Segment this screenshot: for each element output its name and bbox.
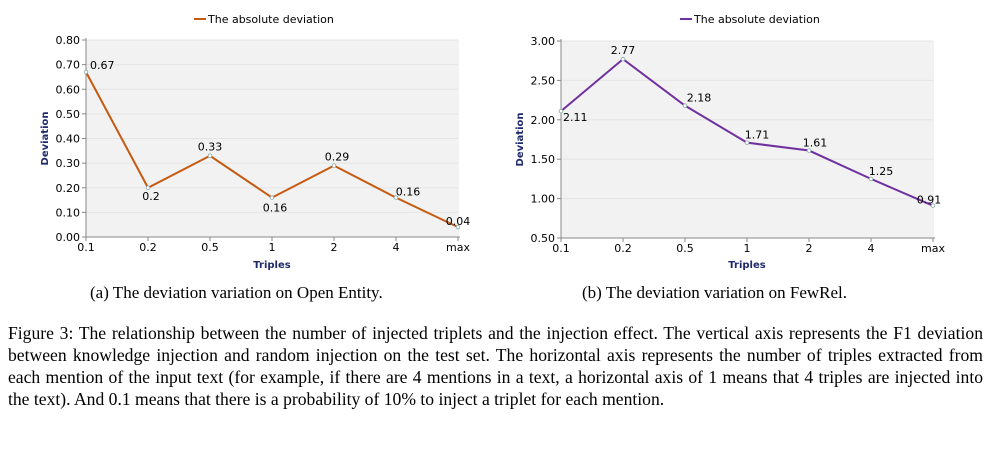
y-tick-label: 0.20 <box>56 182 81 195</box>
legend: The absolute deviation <box>194 13 334 26</box>
x-tick-label: 0.2 <box>139 241 157 254</box>
chart-2: 0.50 1.00 1.50 2.00 2.50 3.00 0.1 0.2 0.5 1 2 4 max 2… <box>515 13 945 271</box>
data-point <box>806 148 812 153</box>
data-point <box>682 103 688 108</box>
subcaption-b: (b) The deviation variation on FewRel. <box>582 283 848 302</box>
y-axis-title: Deviation <box>515 113 526 167</box>
data-point <box>455 224 461 230</box>
data-label: 2.18 <box>687 92 712 105</box>
data-label: 0.16 <box>263 202 288 215</box>
data-label: 2.11 <box>563 111 588 124</box>
y-tick-label: 2.00 <box>531 114 556 127</box>
y-tick-label: 0.70 <box>56 59 81 72</box>
charts: 0.000.100.200.300.400.500.600.700.800.1 0… <box>40 13 945 271</box>
data-label: 0.91 <box>917 194 942 207</box>
data-label: 0.16 <box>396 186 421 199</box>
y-tick-label: 0.50 <box>531 232 556 245</box>
x-tick-label: 0.1 <box>552 242 570 255</box>
y-tick-label: 0.50 <box>56 108 81 121</box>
x-tick-label: 0.5 <box>201 241 219 254</box>
x-axis-title: Triples <box>253 260 290 271</box>
x-tick-label: 0.5 <box>676 242 694 255</box>
data-label: 0.33 <box>198 141 223 154</box>
y-tick-label: 0.60 <box>56 83 81 96</box>
y-tick-label: 0.00 <box>56 231 81 244</box>
y-tick-label: 0.40 <box>56 133 81 146</box>
data-label: 2.77 <box>611 44 636 57</box>
figure-caption: Figure 3: The relationship between the n… <box>8 323 983 409</box>
x-tick-label: max <box>921 242 945 255</box>
x-tick-label: 1 <box>744 242 751 255</box>
data-point <box>620 56 626 62</box>
x-axis-title: Triples <box>728 260 765 271</box>
data-point <box>207 153 213 158</box>
x-tick-label: 2 <box>331 241 338 254</box>
legend: The absolute deviation <box>680 13 820 26</box>
data-point <box>83 69 89 75</box>
x-tick-label: 0.2 <box>614 242 632 255</box>
x-tick-label: 1 <box>269 241 276 254</box>
data-point <box>269 195 275 200</box>
y-tick-label: 1.00 <box>531 193 556 206</box>
subcaption-a: (a) The deviation variation on Open Enti… <box>90 283 383 302</box>
x-tick-label: 4 <box>393 241 400 254</box>
data-point <box>744 140 750 145</box>
data-label: 0.67 <box>90 59 115 72</box>
x-tick-label: 2 <box>806 242 813 255</box>
data-point <box>868 176 874 182</box>
data-label: 1.61 <box>803 137 828 150</box>
data-label: 1.71 <box>745 129 770 142</box>
data-label: 0.2 <box>142 190 160 203</box>
y-tick-label: 0.10 <box>56 206 81 219</box>
y-tick-label: 3.00 <box>531 35 556 48</box>
data-label: 1.25 <box>869 165 894 178</box>
data-point <box>393 195 399 200</box>
data-label: 0.04 <box>446 215 471 228</box>
y-axis-title: Deviation <box>40 112 51 166</box>
y-tick-label: 0.30 <box>56 157 81 170</box>
y-tick-label: 1.50 <box>531 153 556 166</box>
chart-1: 0.00 0.10 0.20 0.30 0.40 0.50 0.60 0.70 0.80 0.1 0… <box>40 13 470 271</box>
data-label: 0.29 <box>325 151 350 164</box>
legend-label: The absolute deviation <box>207 13 334 26</box>
legend-label: The absolute deviation <box>693 13 820 26</box>
x-tick-label: 4 <box>868 242 875 255</box>
data-point <box>145 185 151 190</box>
data-point <box>558 108 564 114</box>
y-tick-label: 2.50 <box>531 74 556 87</box>
data-point <box>331 163 337 168</box>
x-tick-label: 0.1 <box>77 241 95 254</box>
data-point <box>930 203 936 208</box>
x-tick-label: max <box>446 241 470 254</box>
plot-area <box>561 41 934 238</box>
y-tick-label: 0.80 <box>56 34 81 47</box>
